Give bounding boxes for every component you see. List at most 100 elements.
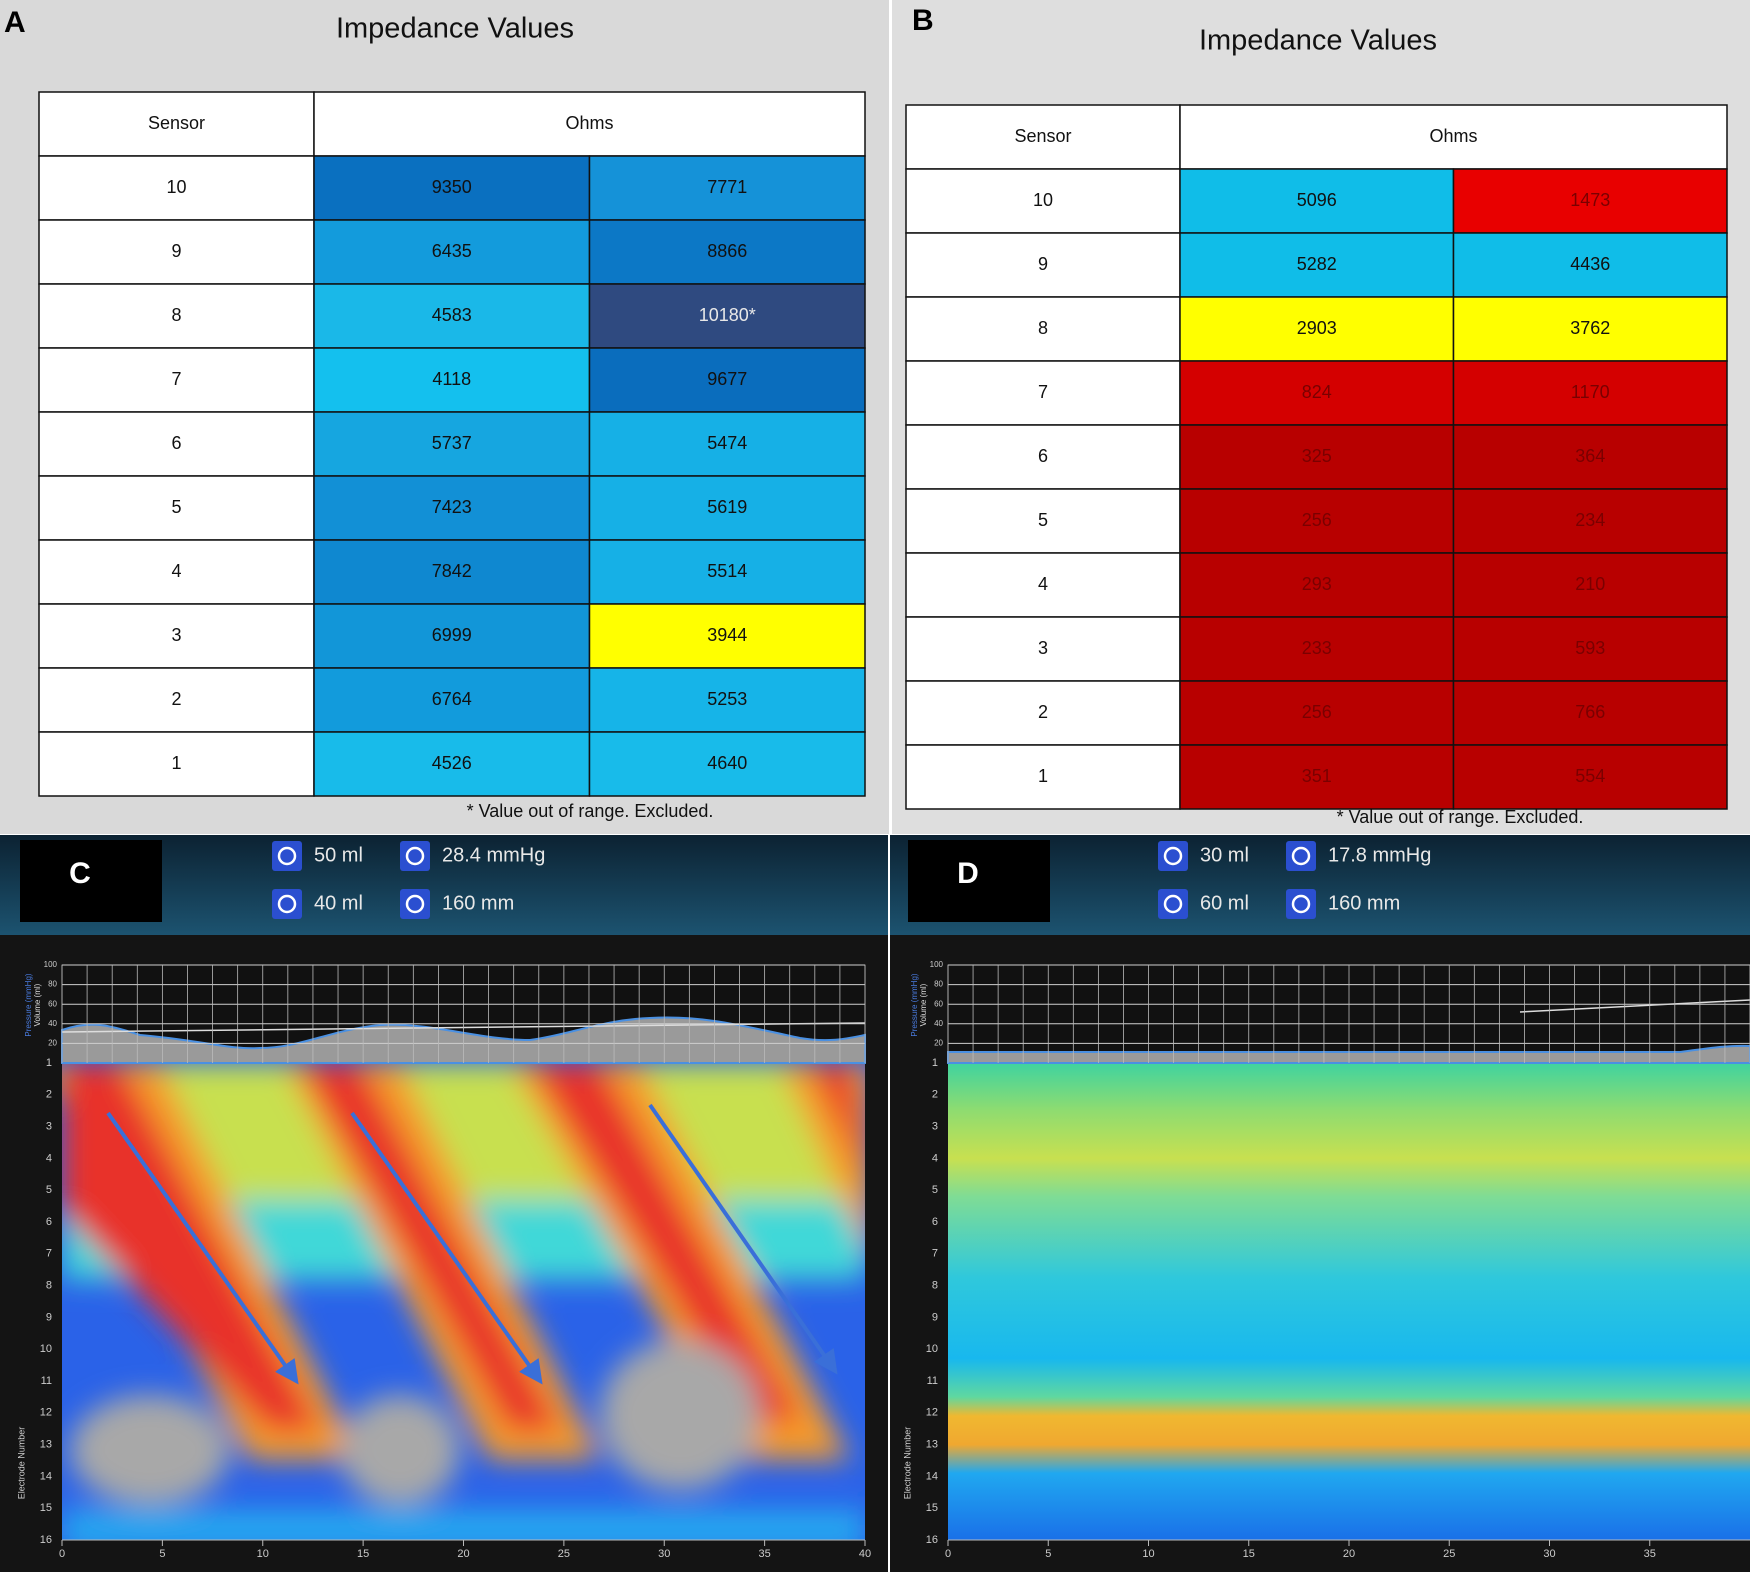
axis-label: Volume (ml) <box>33 983 42 1026</box>
value-text: 6999 <box>432 625 472 645</box>
value-cell <box>313 283 591 349</box>
footnote: * Value out of range. Excluded. <box>467 801 714 821</box>
reading-icon-glyph <box>277 846 297 866</box>
sensor-cell <box>905 616 1181 682</box>
pressure-tick-label: 100 <box>930 960 944 969</box>
value-text: 766 <box>1575 702 1605 722</box>
value-cell <box>1452 296 1728 362</box>
electrode-label: 9 <box>932 1311 938 1323</box>
value-text: 233 <box>1302 638 1332 658</box>
electrode-label: 15 <box>926 1502 938 1514</box>
header-cell <box>313 91 866 157</box>
panel-label: A <box>4 6 26 39</box>
sensor-text: 1 <box>171 753 181 773</box>
value-cell <box>313 667 591 733</box>
panel-label: C <box>69 857 91 890</box>
sensor-text: 9 <box>1038 254 1048 274</box>
reading-icon <box>1158 841 1188 871</box>
value-text: 2903 <box>1297 318 1337 338</box>
value-text: 9350 <box>432 177 472 197</box>
electrode-label: 14 <box>926 1470 938 1482</box>
sensor-cell <box>38 603 315 669</box>
header-cell <box>1179 104 1728 170</box>
sensor-text: 3 <box>1038 638 1048 658</box>
sensor-cell <box>38 283 315 349</box>
sensor-text: 2 <box>1038 702 1048 722</box>
electrode-label: 15 <box>40 1502 52 1514</box>
value-cell <box>313 603 591 669</box>
electrode-label: 16 <box>926 1534 938 1546</box>
table-title: Impedance Values <box>1199 25 1437 57</box>
value-text: 5737 <box>432 433 472 453</box>
label-box <box>908 840 1050 922</box>
pressure-tick-label: 80 <box>48 980 57 989</box>
pressure-tick-label: 80 <box>934 980 943 989</box>
electrode-label: 12 <box>40 1407 52 1419</box>
x-tick-label: 30 <box>658 1548 670 1560</box>
electrode-label: 13 <box>40 1439 52 1451</box>
header-cell <box>38 91 315 157</box>
sensor-cell <box>905 296 1181 362</box>
electrode-label: 2 <box>932 1089 938 1101</box>
reading-icon-glyph <box>1291 846 1311 866</box>
value-cell <box>1179 296 1455 362</box>
sensor-text: 10 <box>166 177 186 197</box>
value-cell <box>588 603 866 669</box>
value-cell <box>1452 232 1728 298</box>
reading-icon-glyph <box>405 894 425 914</box>
sensor-text: 6 <box>171 433 181 453</box>
value-text: 3944 <box>707 625 747 645</box>
value-text: 5096 <box>1297 190 1337 210</box>
sensor-cell <box>38 155 315 221</box>
x-tick-label: 20 <box>457 1548 469 1560</box>
reading-text: 28.4 mmHg <box>442 844 545 866</box>
value-text: 364 <box>1575 446 1605 466</box>
reading-icon <box>1286 889 1316 919</box>
electrode-label: 10 <box>926 1343 938 1355</box>
electrode-label: 6 <box>46 1216 52 1228</box>
pressure-tick-label: 60 <box>48 999 57 1008</box>
electrode-label: 3 <box>932 1121 938 1133</box>
sensor-text: 8 <box>171 305 181 325</box>
sensor-cell <box>38 347 315 413</box>
electrode-label: 4 <box>932 1152 938 1164</box>
value-cell <box>1452 552 1728 618</box>
electrode-label: 8 <box>932 1280 938 1292</box>
value-text: 6764 <box>432 689 472 709</box>
electrode-label: 6 <box>932 1216 938 1228</box>
reading-icon <box>1158 889 1188 919</box>
reading-icon-glyph <box>1291 894 1311 914</box>
reading-icon <box>1286 841 1316 871</box>
reading-text: 40 ml <box>314 892 363 914</box>
electrode-label: 7 <box>46 1248 52 1260</box>
sensor-text: 4 <box>1038 574 1048 594</box>
value-cell <box>1179 488 1455 554</box>
x-tick-label: 35 <box>759 1548 771 1560</box>
electrode-label: 14 <box>40 1470 52 1482</box>
value-text: 7842 <box>432 561 472 581</box>
value-cell <box>1452 744 1728 810</box>
sensor-text: 3 <box>171 625 181 645</box>
reading-text: 17.8 mmHg <box>1328 844 1431 866</box>
x-tick-label: 5 <box>159 1548 165 1560</box>
reading-icon <box>272 889 302 919</box>
value-cell <box>1179 424 1455 490</box>
value-cell <box>588 155 866 221</box>
heatmap-d <box>948 1063 1750 1540</box>
value-text: 7771 <box>707 177 747 197</box>
x-tick-label: 10 <box>257 1548 269 1560</box>
value-text: 10180* <box>699 305 756 325</box>
value-cell <box>1179 680 1455 746</box>
pressure-tick-label: 20 <box>48 1039 57 1048</box>
reading-text: 30 ml <box>1200 844 1249 866</box>
reading-text: 50 ml <box>314 844 363 866</box>
value-cell <box>1452 360 1728 426</box>
sensor-cell <box>905 680 1181 746</box>
sensor-text: 9 <box>171 241 181 261</box>
value-text: 4526 <box>432 753 472 773</box>
value-cell <box>588 731 866 797</box>
x-tick-label: 15 <box>1243 1548 1255 1560</box>
reading-icon-glyph <box>1163 846 1183 866</box>
axis-label: Pressure (mmHg) <box>910 973 919 1036</box>
electrode-label: 5 <box>46 1184 52 1196</box>
